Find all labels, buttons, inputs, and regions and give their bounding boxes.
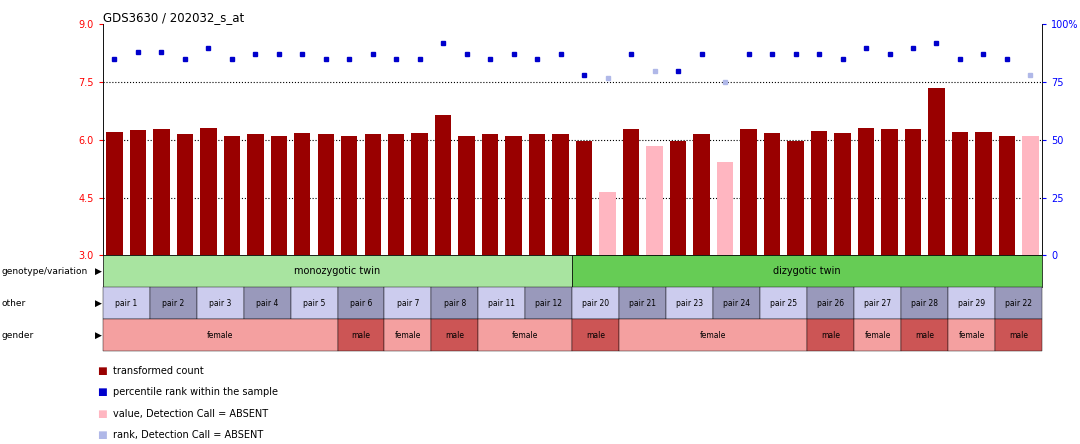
Bar — [881, 129, 897, 255]
Text: transformed count: transformed count — [113, 366, 204, 376]
Bar — [200, 128, 216, 255]
Text: male: male — [351, 331, 370, 340]
Bar — [835, 133, 851, 255]
Bar — [693, 134, 710, 255]
Text: pair 29: pair 29 — [958, 299, 985, 308]
Text: monozygotic twin: monozygotic twin — [295, 266, 380, 276]
Bar — [153, 130, 170, 255]
Text: value, Detection Call = ABSENT: value, Detection Call = ABSENT — [113, 409, 269, 419]
Text: pair 21: pair 21 — [630, 299, 657, 308]
Bar — [341, 136, 357, 255]
Text: female: female — [512, 331, 539, 340]
Bar — [951, 132, 968, 255]
Bar — [411, 133, 428, 255]
Bar — [271, 136, 287, 255]
Bar — [388, 134, 404, 255]
Bar — [553, 134, 569, 255]
Bar — [599, 192, 616, 255]
Text: pair 28: pair 28 — [912, 299, 939, 308]
Bar — [365, 134, 381, 255]
Text: dizygotic twin: dizygotic twin — [773, 266, 841, 276]
Text: other: other — [1, 299, 25, 308]
Bar — [717, 162, 733, 255]
Text: male: male — [586, 331, 606, 340]
Bar — [670, 141, 686, 255]
Text: gender: gender — [1, 331, 33, 340]
Text: pair 20: pair 20 — [582, 299, 609, 308]
Bar — [247, 134, 264, 255]
Bar — [177, 134, 193, 255]
Bar — [741, 129, 757, 255]
Text: male: male — [445, 331, 464, 340]
Text: pair 24: pair 24 — [724, 299, 751, 308]
Text: pair 22: pair 22 — [1005, 299, 1032, 308]
Text: pair 2: pair 2 — [162, 299, 185, 308]
Text: pair 4: pair 4 — [256, 299, 279, 308]
Text: ▶: ▶ — [95, 267, 102, 276]
Text: pair 7: pair 7 — [396, 299, 419, 308]
Text: pair 3: pair 3 — [208, 299, 231, 308]
Text: pair 26: pair 26 — [818, 299, 845, 308]
Bar — [647, 146, 663, 255]
Bar — [224, 136, 240, 255]
Text: ■: ■ — [97, 430, 107, 440]
Text: ■: ■ — [97, 366, 107, 376]
Text: ■: ■ — [97, 388, 107, 397]
Text: male: male — [915, 331, 934, 340]
Text: genotype/variation: genotype/variation — [1, 267, 87, 276]
Text: pair 6: pair 6 — [350, 299, 373, 308]
Text: percentile rank within the sample: percentile rank within the sample — [113, 388, 279, 397]
Text: GDS3630 / 202032_s_at: GDS3630 / 202032_s_at — [103, 12, 244, 24]
Text: pair 25: pair 25 — [770, 299, 797, 308]
Text: male: male — [1009, 331, 1028, 340]
Bar — [576, 141, 592, 255]
Bar — [975, 132, 991, 255]
Text: pair 11: pair 11 — [488, 299, 515, 308]
Text: female: female — [865, 331, 891, 340]
Bar — [318, 134, 334, 255]
Bar — [106, 132, 122, 255]
Text: ▶: ▶ — [95, 299, 102, 308]
Bar — [999, 136, 1015, 255]
Text: rank, Detection Call = ABSENT: rank, Detection Call = ABSENT — [113, 430, 264, 440]
Bar — [130, 130, 146, 255]
Bar — [905, 129, 921, 255]
Text: ■: ■ — [97, 409, 107, 419]
Text: female: female — [959, 331, 985, 340]
Bar — [482, 134, 498, 255]
Bar — [459, 136, 475, 255]
Text: female: female — [395, 331, 421, 340]
Bar — [929, 88, 945, 255]
Bar — [764, 133, 780, 255]
Bar — [505, 136, 522, 255]
Bar — [1023, 136, 1039, 255]
Text: pair 8: pair 8 — [444, 299, 467, 308]
Bar — [435, 115, 451, 255]
Bar — [787, 141, 804, 255]
Text: pair 23: pair 23 — [676, 299, 703, 308]
Bar — [294, 133, 310, 255]
Text: pair 5: pair 5 — [302, 299, 325, 308]
Text: female: female — [700, 331, 727, 340]
Text: pair 12: pair 12 — [536, 299, 563, 308]
Text: pair 1: pair 1 — [114, 299, 137, 308]
Text: male: male — [821, 331, 840, 340]
Bar — [811, 131, 827, 255]
Bar — [529, 134, 545, 255]
Text: female: female — [207, 331, 233, 340]
Bar — [858, 128, 874, 255]
Text: pair 27: pair 27 — [864, 299, 891, 308]
Bar — [623, 129, 639, 255]
Text: ▶: ▶ — [95, 331, 102, 340]
